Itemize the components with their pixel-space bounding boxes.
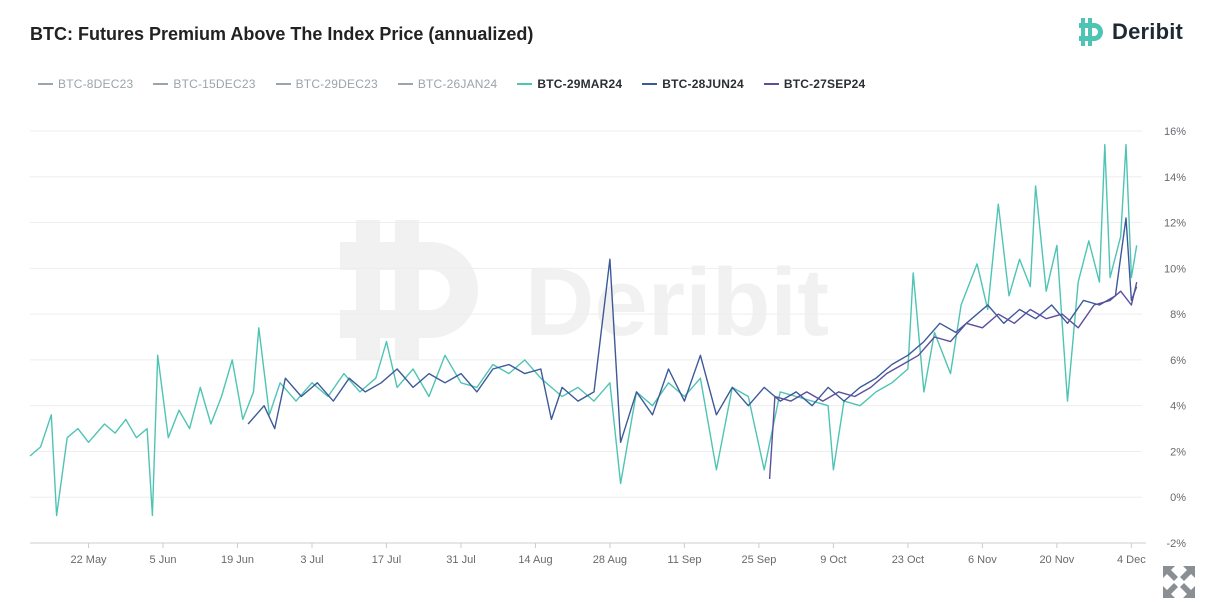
y-tick-label: 10% xyxy=(1164,263,1186,275)
legend-label: BTC-29DEC23 xyxy=(295,77,378,91)
legend-swatch xyxy=(38,83,53,85)
y-tick-label: 8% xyxy=(1170,309,1186,321)
legend-swatch xyxy=(397,83,413,85)
legend-swatch xyxy=(763,83,779,85)
expand-icon[interactable] xyxy=(1160,563,1198,601)
x-tick-label: 31 Jul xyxy=(446,554,475,566)
watermark-text: Deribit xyxy=(525,249,829,356)
y-tick-label: 12% xyxy=(1164,218,1186,230)
y-tick-label: 0% xyxy=(1170,492,1186,504)
legend-swatch xyxy=(517,83,533,85)
legend-swatch xyxy=(642,83,658,85)
deribit-logo: Deribit xyxy=(1076,16,1183,48)
legend-item-btc-27sep24[interactable]: BTC-27SEP24 xyxy=(763,77,866,91)
x-tick-label: 17 Jul xyxy=(372,554,401,566)
legend-label: BTC-28JUN24 xyxy=(662,77,744,91)
chart-legend: BTC-8DEC23 BTC-15DEC23 BTC-29DEC23 BTC-26JA… xyxy=(38,77,885,91)
x-tick-label: 22 May xyxy=(70,554,107,566)
chart-title: BTC: Futures Premium Above The Index Pri… xyxy=(30,24,534,44)
legend-item-btc-26jan24[interactable]: BTC-26JAN24 xyxy=(397,77,498,91)
legend-label: BTC-8DEC23 xyxy=(58,77,134,91)
x-axis: 22 May 5 Jun 19 Jun 3 Jul 17 Jul 31 Jul 14 Aug… xyxy=(30,542,1146,566)
deribit-logo-text: Deribit xyxy=(1112,19,1184,44)
legend-label: BTC-15DEC23 xyxy=(173,77,256,91)
x-tick-label: 9 Oct xyxy=(820,554,846,566)
x-tick-label: 3 Jul xyxy=(300,554,323,566)
x-tick-label: 5 Jun xyxy=(150,554,177,566)
y-tick-label: 4% xyxy=(1170,401,1186,413)
x-tick-label: 25 Sep xyxy=(741,554,776,566)
series-line-btc-27sep24 xyxy=(768,281,1138,479)
series-line-btc-28jun24 xyxy=(247,217,1138,443)
legend-swatch xyxy=(153,83,169,85)
legend-label: BTC-29MAR24 xyxy=(537,77,623,91)
x-tick-label: 4 Dec xyxy=(1117,554,1146,566)
legend-item-btc-8dec23[interactable]: BTC-8DEC23 xyxy=(38,77,133,91)
deribit-logo-icon xyxy=(1079,18,1103,46)
y-tick-label: 2% xyxy=(1170,446,1186,458)
x-tick-label: 19 Jun xyxy=(221,554,254,566)
legend-item-btc-28jun24[interactable]: BTC-28JUN24 xyxy=(642,77,744,91)
x-tick-label: 14 Aug xyxy=(518,554,552,566)
legend-label: BTC-27SEP24 xyxy=(783,77,866,91)
y-tick-label: -2% xyxy=(1166,538,1186,550)
series-layer xyxy=(29,143,1138,517)
y-axis: 16% 14% 12% 10% 8% 6% 4% 2% 0% -2% xyxy=(1164,126,1186,550)
legend-item-btc-15dec23[interactable]: BTC-15DEC23 xyxy=(153,77,255,91)
y-tick-label: 14% xyxy=(1164,172,1186,184)
x-tick-label: 20 Nov xyxy=(1039,554,1074,566)
series-line-btc-29mar24 xyxy=(29,143,1138,517)
x-tick-label: 6 Nov xyxy=(968,554,997,566)
y-tick-label: 16% xyxy=(1164,126,1186,138)
x-tick-label: 11 Sep xyxy=(667,554,701,566)
watermark-logo-icon xyxy=(340,220,478,360)
x-tick-label: 28 Aug xyxy=(593,554,627,566)
legend-item-btc-29dec23[interactable]: BTC-29DEC23 xyxy=(275,77,378,91)
watermark: Deribit xyxy=(340,220,829,360)
legend-item-btc-29mar24[interactable]: BTC-29MAR24 xyxy=(517,77,622,91)
legend-label: BTC-26JAN24 xyxy=(417,77,498,91)
legend-swatch xyxy=(275,83,291,85)
x-tick-label: 23 Oct xyxy=(892,554,924,566)
y-tick-label: 6% xyxy=(1170,355,1186,367)
